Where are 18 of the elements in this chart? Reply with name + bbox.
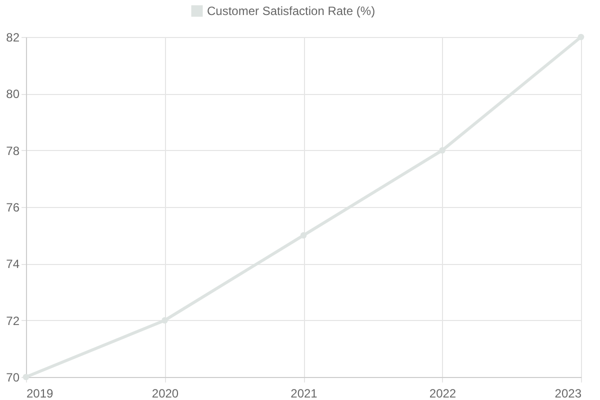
point <box>300 232 307 238</box>
x-tick-label: 2020 <box>152 386 179 400</box>
point <box>22 374 30 380</box>
y-tick-label: 80 <box>6 87 20 102</box>
y-tick-label: 78 <box>6 144 20 158</box>
x-tick-label: 2019 <box>26 386 54 400</box>
point <box>578 34 584 40</box>
legend-label: Customer Satisfaction Rate (%) <box>207 4 376 18</box>
y-tick-label: 72 <box>6 314 20 328</box>
y-tick-label: 74 <box>6 257 20 272</box>
y-tick-label: 70 <box>6 370 20 384</box>
y-tick-label: 76 <box>6 200 20 214</box>
x-tick-label: 2021 <box>290 386 318 400</box>
point <box>439 147 446 154</box>
y-tick-label: 82 <box>6 30 20 44</box>
x-tick-label: 2023 <box>554 386 582 400</box>
x-tick-label: 2022 <box>429 386 456 400</box>
point <box>162 317 168 324</box>
